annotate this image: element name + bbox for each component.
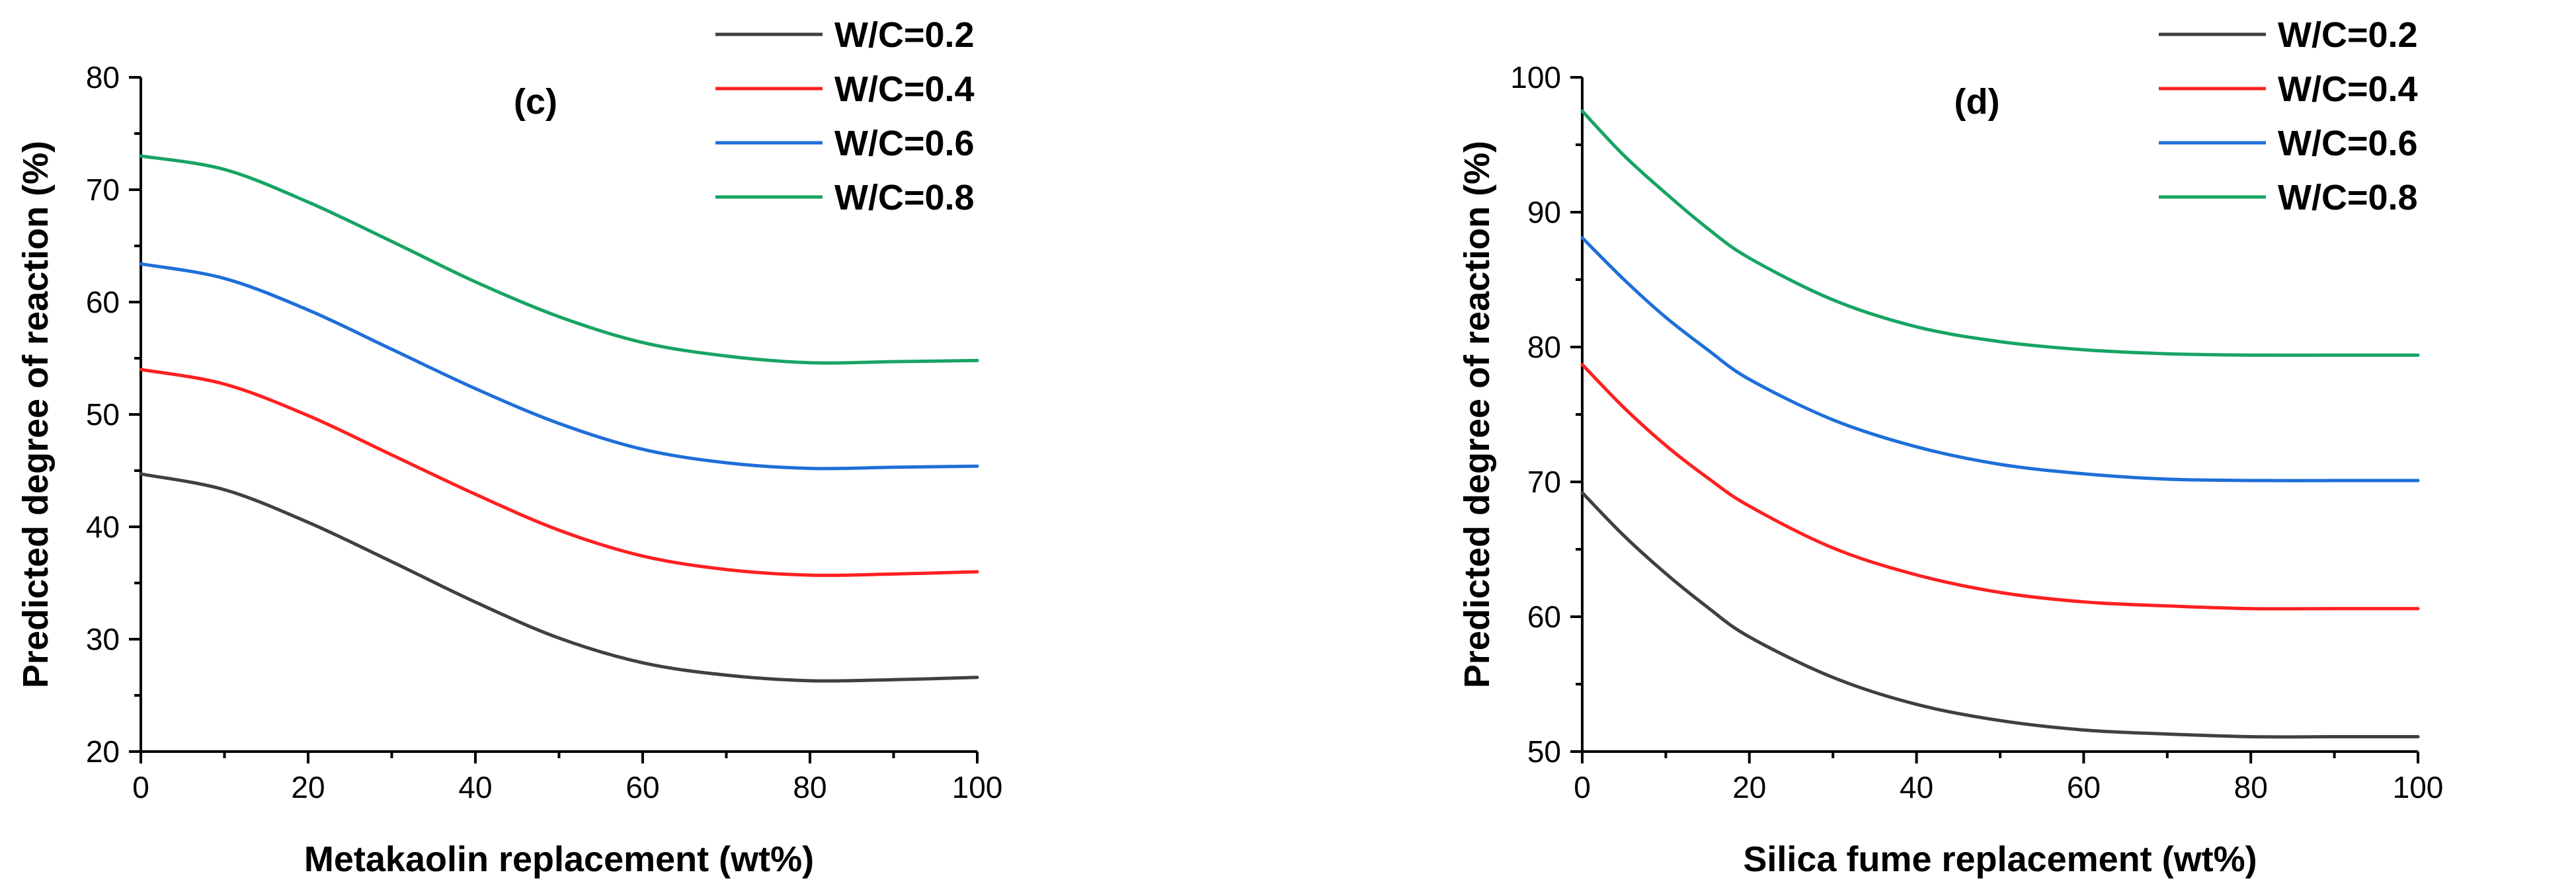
x-tick-label: 100 [952,770,1003,804]
legend-label: W/C=0.8 [2278,178,2418,217]
y-tick-label: 40 [86,510,120,544]
y-tick-label: 50 [1527,734,1561,769]
x-tick-label: 60 [2067,770,2101,804]
x-axis-title: Metakaolin replacement (wt%) [304,839,814,879]
y-tick-label: 30 [86,622,120,656]
x-tick-label: 40 [458,770,492,804]
y-tick-label: 60 [86,285,120,319]
legend-label: W/C=0.2 [834,15,975,55]
x-tick-label: 80 [2234,770,2268,804]
legend-label: W/C=0.4 [2278,69,2418,109]
x-tick-label: 0 [132,770,149,804]
y-tick-label: 50 [86,397,120,432]
x-tick-label: 100 [2393,770,2444,804]
x-tick-label: 20 [1732,770,1766,804]
legend-label: W/C=0.4 [834,69,975,109]
x-tick-label: 80 [793,770,826,804]
y-tick-label: 70 [1527,465,1561,499]
y-axis-title: Predicted degree of reaction (%) [16,141,56,688]
series-line-1 [139,472,979,683]
panel-label: (d) [1954,82,2000,122]
chart-panel-c: 0 20 40 60 80 100 20 30 40 50 60 70 80 Metakaolin rep… [16,15,1002,879]
y-tick-label: 90 [1527,195,1561,229]
series-line-1 [1580,490,2420,739]
series-line-4 [1580,109,2420,357]
y-tick-label: 80 [1527,330,1561,364]
y-tick-label: 20 [86,734,120,769]
y-tick-label: 100 [1510,60,1561,95]
x-tick-label: 20 [291,770,325,804]
panel-label: (c) [514,82,557,122]
x-tick-label: 60 [625,770,659,804]
series-line-2 [1580,363,2420,611]
x-axis-title: Silica fume replacement (wt%) [1743,839,2257,879]
y-tick-label: 70 [86,173,120,207]
legend-label: W/C=0.6 [834,124,975,163]
series-line-4 [139,154,979,365]
chart-panel-d: 0 20 40 60 80 100 50 60 70 80 90 100 Silica fume rep… [1457,15,2443,879]
legend-label: W/C=0.6 [2278,124,2418,163]
y-tick-label: 60 [1527,600,1561,634]
x-tick-label: 0 [1574,770,1591,804]
series-line-2 [139,368,979,577]
series-line-3 [139,262,979,471]
legend-label: W/C=0.8 [834,178,975,217]
y-tick-label: 80 [86,60,120,95]
y-axis-title: Predicted degree of reaction (%) [1457,141,1497,688]
legend-label: W/C=0.2 [2278,15,2418,55]
series-line-3 [1580,236,2420,483]
x-tick-label: 40 [1900,770,1933,804]
